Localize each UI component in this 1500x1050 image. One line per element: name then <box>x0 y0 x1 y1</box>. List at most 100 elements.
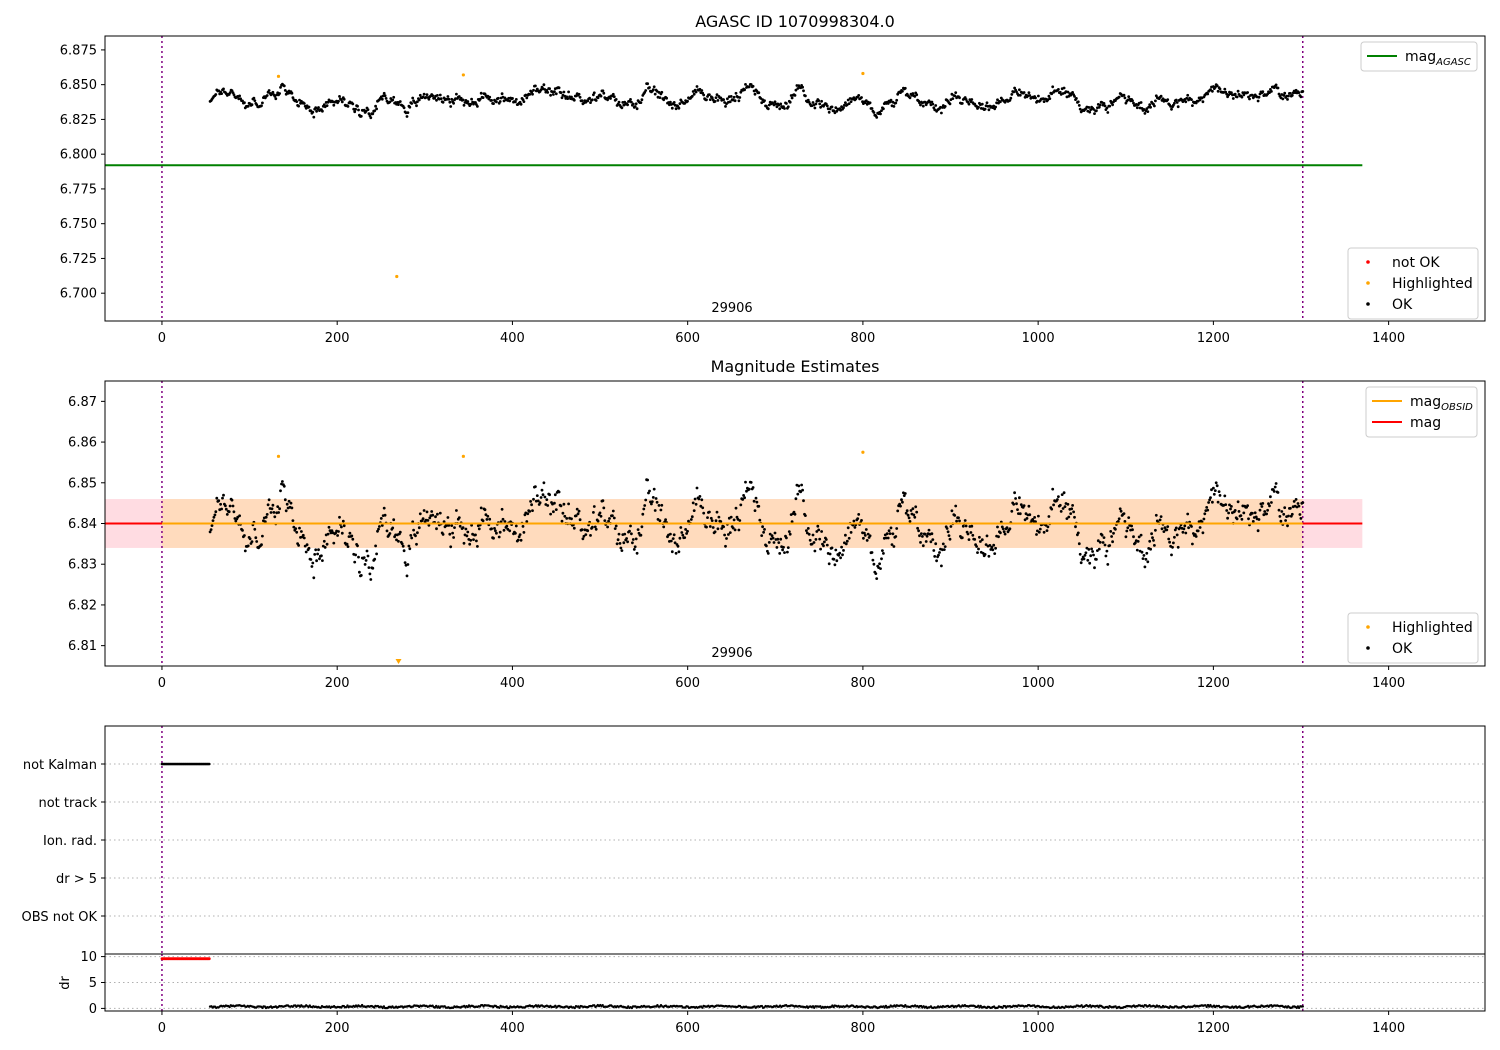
dr-point <box>1001 1006 1004 1009</box>
ok-point <box>1171 545 1174 549</box>
ok-point <box>765 544 768 548</box>
flag-category-label: Ion. rad. <box>43 834 97 849</box>
ok-point <box>1057 88 1060 91</box>
ok-point <box>428 516 432 520</box>
ok-point <box>625 537 628 540</box>
ok-point <box>357 108 360 112</box>
ok-point <box>842 549 845 552</box>
ok-point <box>1089 108 1093 111</box>
ok-point <box>1144 557 1148 561</box>
ok-point <box>835 559 839 563</box>
ok-point <box>567 90 570 94</box>
ok-point <box>889 526 893 530</box>
ok-point <box>314 548 318 552</box>
ok-point <box>793 512 797 516</box>
ok-point <box>385 529 389 533</box>
ok-point <box>284 509 288 513</box>
ok-point <box>367 112 371 115</box>
ok-point <box>340 525 343 529</box>
ok-point <box>478 97 482 101</box>
ok-point <box>824 538 828 541</box>
ok-point <box>1118 507 1122 511</box>
ok-point <box>818 102 822 106</box>
ok-point <box>1258 508 1262 512</box>
ok-point <box>526 512 530 516</box>
ok-point <box>731 526 735 530</box>
dr-point <box>601 1004 604 1007</box>
x-tick-label: 1000 <box>1022 676 1055 691</box>
ok-point <box>889 98 893 102</box>
ok-point <box>674 107 678 111</box>
ok-point <box>357 555 360 559</box>
ok-point <box>1260 505 1264 508</box>
ok-point <box>576 512 580 516</box>
ok-point <box>622 541 626 545</box>
legend-dot-swatch <box>1366 625 1370 629</box>
ok-point <box>953 514 957 517</box>
ok-point <box>714 96 718 99</box>
ok-point <box>546 504 550 507</box>
ok-point <box>906 513 910 517</box>
ok-point <box>635 107 639 111</box>
ok-point <box>572 98 576 102</box>
ok-point <box>580 528 584 532</box>
ok-point <box>728 531 732 534</box>
ok-point <box>923 532 927 536</box>
ok-point <box>643 504 647 507</box>
ok-point <box>1047 515 1051 518</box>
ok-point <box>1131 99 1134 103</box>
ok-point <box>813 549 817 553</box>
ok-point <box>410 102 414 105</box>
ok-point <box>602 506 606 510</box>
ok-point <box>766 107 770 111</box>
ok-point <box>450 97 454 101</box>
ok-point <box>1045 529 1049 532</box>
ok-point <box>211 519 215 522</box>
ok-point <box>915 510 919 514</box>
ok-point <box>253 527 257 531</box>
ok-point <box>771 536 775 540</box>
ok-point <box>1174 526 1178 530</box>
ok-point <box>442 520 446 524</box>
ok-point <box>847 536 851 540</box>
x-tick-label: 200 <box>325 1021 350 1036</box>
ok-point <box>954 504 958 508</box>
ok-point <box>942 548 946 551</box>
ok-point <box>418 512 422 516</box>
dr-point <box>319 1006 322 1009</box>
ok-point <box>892 545 896 548</box>
ok-point <box>391 98 395 102</box>
ok-point <box>753 92 757 96</box>
ok-point <box>277 511 280 514</box>
ok-point <box>902 494 906 497</box>
y-tick-label: 6.87 <box>68 395 97 410</box>
ok-point <box>716 99 720 102</box>
ok-point <box>421 517 425 521</box>
ok-point <box>307 105 311 109</box>
ok-point <box>474 533 477 537</box>
ok-point <box>427 523 431 527</box>
ok-point <box>1209 88 1212 92</box>
ok-point <box>1165 528 1169 532</box>
ok-point <box>408 547 412 551</box>
x-tick-label: 600 <box>675 331 700 346</box>
ok-point <box>1028 94 1032 97</box>
ok-point <box>653 509 657 512</box>
ok-point <box>574 514 578 518</box>
ok-point <box>596 519 600 523</box>
ok-point <box>828 552 832 556</box>
ok-point <box>209 528 213 531</box>
ok-point <box>348 531 352 535</box>
ok-point <box>479 506 483 510</box>
x-tick-label: 1400 <box>1372 676 1405 691</box>
estimates-panel: Magnitude Estimates 0 200 400 600 800 1000 120… <box>68 357 1486 691</box>
ok-point <box>461 98 465 102</box>
ok-point <box>616 538 620 542</box>
ok-point <box>243 549 247 553</box>
ok-point <box>841 553 844 557</box>
ok-point <box>948 102 952 106</box>
ok-point <box>1218 494 1222 497</box>
ok-point <box>1116 520 1120 523</box>
ok-point <box>1152 539 1155 542</box>
ok-point <box>1223 494 1227 498</box>
